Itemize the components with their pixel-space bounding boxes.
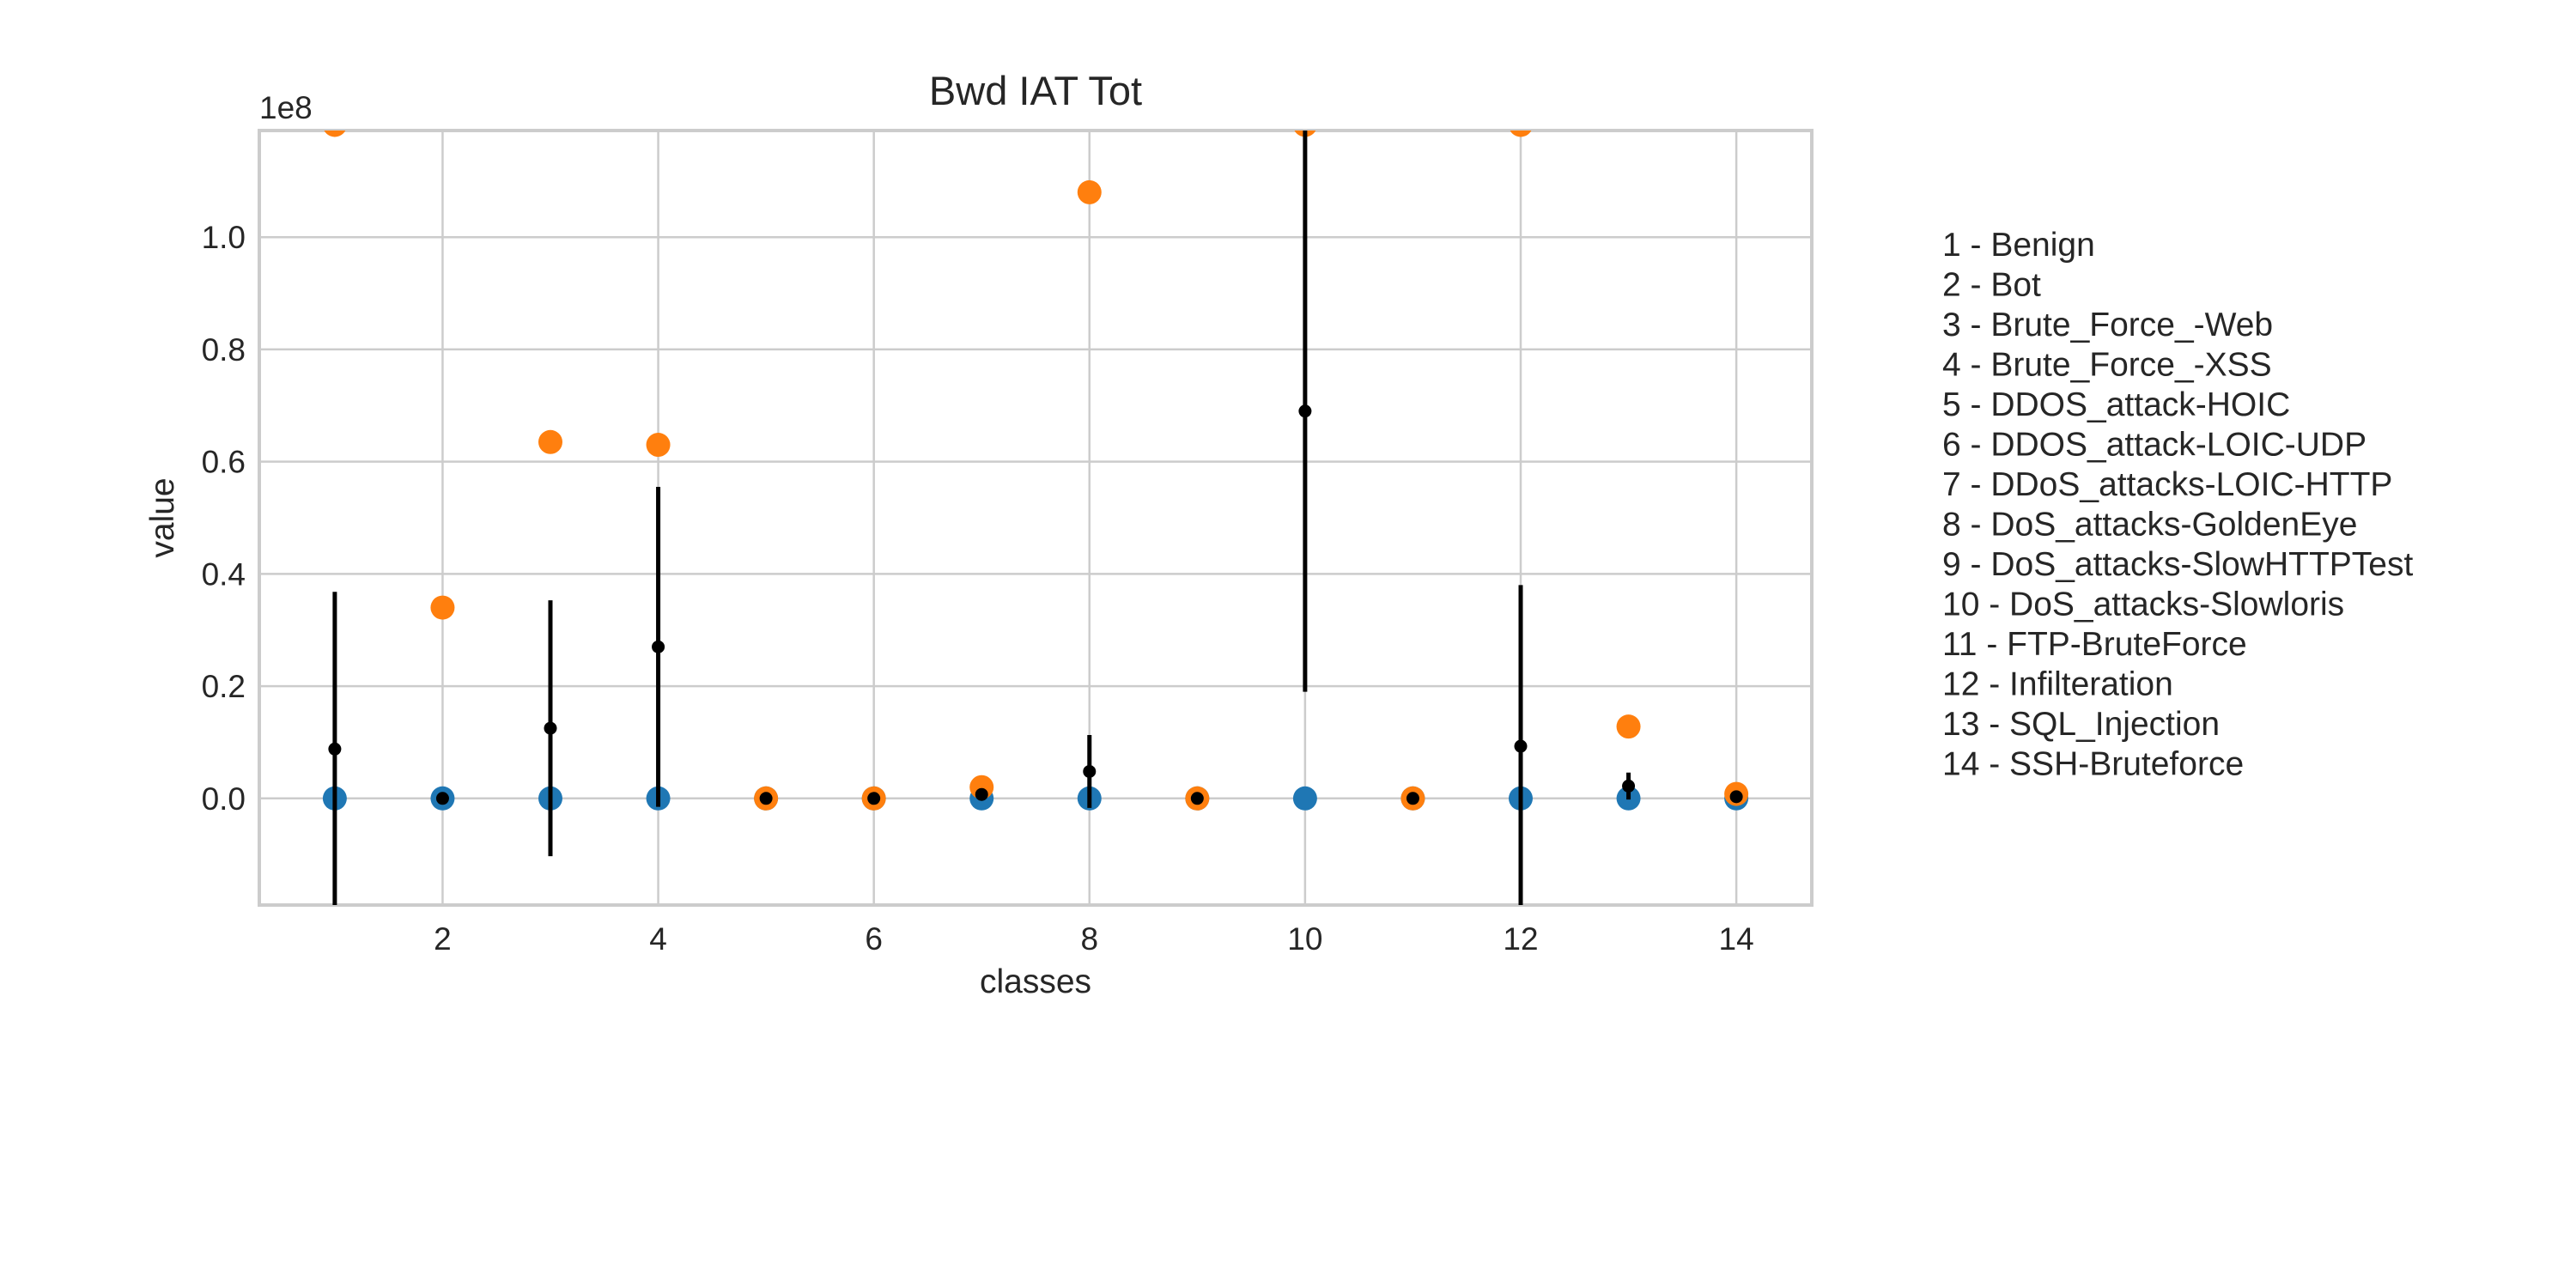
x-tick-label: 2: [434, 921, 452, 957]
y-tick-label: 0.4: [202, 556, 246, 592]
y-scale-label: 1e8: [259, 90, 313, 125]
y-tick-label: 0.0: [202, 781, 246, 817]
y-tick-label: 0.6: [202, 445, 246, 480]
y-tick-label: 0.8: [202, 332, 246, 368]
legend-entry: 12 - Infilteration: [1942, 666, 2173, 703]
mean-point: [1190, 792, 1204, 805]
legend-entry: 6 - DDOS_attack-LOIC-UDP: [1942, 427, 2366, 464]
legend-entry: 7 - DDoS_attacks-LOIC-HTTP: [1942, 466, 2392, 503]
y-tick-label: 1.0: [202, 220, 246, 255]
x-tick-label: 6: [865, 921, 883, 957]
legend-entry: 8 - DoS_attacks-GoldenEye: [1942, 507, 2357, 544]
legend-entry: 4 - Brute_Force_-XSS: [1942, 347, 2272, 384]
legend-entry: 5 - DDOS_attack-HOIC: [1942, 386, 2290, 423]
plot-frame: [258, 129, 1814, 907]
data-points: [322, 131, 1749, 905]
max-point: [646, 433, 671, 458]
mean-point: [435, 792, 449, 805]
legend-entry: 14 - SSH-Bruteforce: [1942, 746, 2244, 783]
mean-point: [1406, 792, 1419, 805]
grid: [259, 131, 1812, 905]
max-point: [324, 131, 346, 137]
max-point: [1616, 714, 1641, 739]
max-point: [430, 595, 455, 620]
mean-point: [975, 787, 988, 801]
x-tick-label: 10: [1287, 921, 1322, 957]
y-axis-label: value: [144, 477, 181, 557]
legend-entry: 9 - DoS_attacks-SlowHTTPTest: [1942, 546, 2413, 583]
max-point: [1510, 131, 1532, 137]
legend-entry: 10 - DoS_attacks-Slowloris: [1942, 586, 2344, 623]
x-tick-label: 4: [649, 921, 667, 957]
axis-ticks: 2 4 6 8 10 12 14 0.0 0.2 0.4 0.6 0.8 1.0: [202, 220, 1754, 957]
legend-entry: 2 - Bot: [1942, 267, 2041, 304]
mean-point: [1298, 404, 1312, 418]
x-tick-label: 14: [1719, 921, 1754, 957]
mean-point: [1083, 764, 1097, 778]
mean-point: [759, 792, 773, 805]
mean-point: [1729, 790, 1743, 804]
legend-entry: 11 - FTP-BruteForce: [1942, 626, 2247, 663]
mean-point: [652, 640, 665, 653]
y-tick-label: 0.2: [202, 669, 246, 704]
mean-point: [1514, 739, 1528, 753]
mean-point: [544, 721, 557, 735]
max-point: [1077, 179, 1102, 204]
mean-point: [1622, 779, 1636, 793]
x-tick-label: 12: [1503, 921, 1538, 957]
x-axis-label: classes: [980, 963, 1091, 1000]
legend-entry: 13 - SQL_Injection: [1942, 706, 2220, 743]
legend-entry: 3 - Brute_Force_-Web: [1942, 307, 2273, 343]
mean-point: [867, 792, 881, 805]
legend-entry: 1 - Benign: [1942, 227, 2095, 264]
chart-title: Bwd IAT Tot: [929, 68, 1142, 113]
max-point: [538, 429, 562, 454]
min-point: [1292, 786, 1317, 811]
mean-point: [328, 742, 342, 756]
x-tick-label: 8: [1080, 921, 1098, 957]
